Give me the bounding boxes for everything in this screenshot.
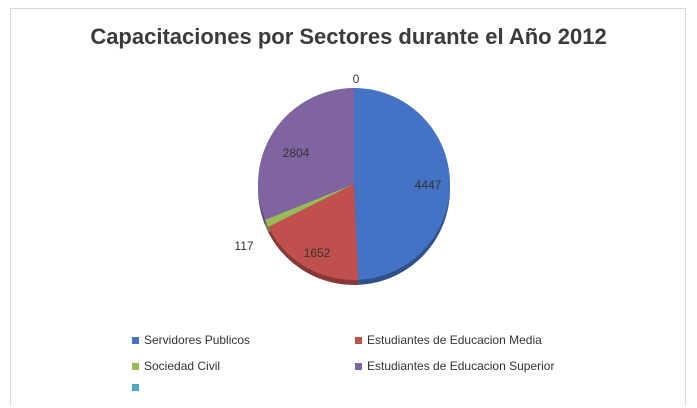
data-label: 4447: [415, 178, 442, 192]
data-label: 2804: [283, 146, 310, 160]
legend-label: Estudiantes de Educacion Media: [367, 333, 542, 347]
data-label: 1652: [304, 246, 331, 260]
pie-slice: [268, 184, 359, 280]
legend-item-sociedad-civil: Sociedad Civil: [132, 359, 220, 373]
legend-swatch: [355, 336, 362, 344]
legend-item-educacion-media: Estudiantes de Educacion Media: [355, 333, 542, 347]
legend-item-servidores-publicos: Servidores Publicos: [132, 333, 250, 347]
pie-slice: [257, 88, 354, 220]
legend-swatch: [132, 384, 139, 391]
legend-swatch: [132, 336, 139, 344]
chart-title: Capacitaciones por Sectores durante el A…: [90, 24, 607, 49]
legend-swatch: [355, 362, 362, 370]
legend-item-educacion-superior: Estudiantes de Educacion Superior: [355, 359, 554, 373]
legend-item-empty: [132, 384, 144, 391]
pie-slice: [264, 184, 354, 227]
legend-label: Sociedad Civil: [144, 359, 221, 373]
legend-label: Estudiantes de Educacion Superior: [367, 359, 555, 373]
data-label: 117: [234, 239, 253, 253]
legend-swatch: [132, 362, 139, 370]
legend-label: Servidores Publicos: [144, 333, 251, 347]
chart-frame: [10, 8, 686, 406]
pie-slice: [354, 88, 450, 280]
data-label: 0: [353, 72, 360, 86]
